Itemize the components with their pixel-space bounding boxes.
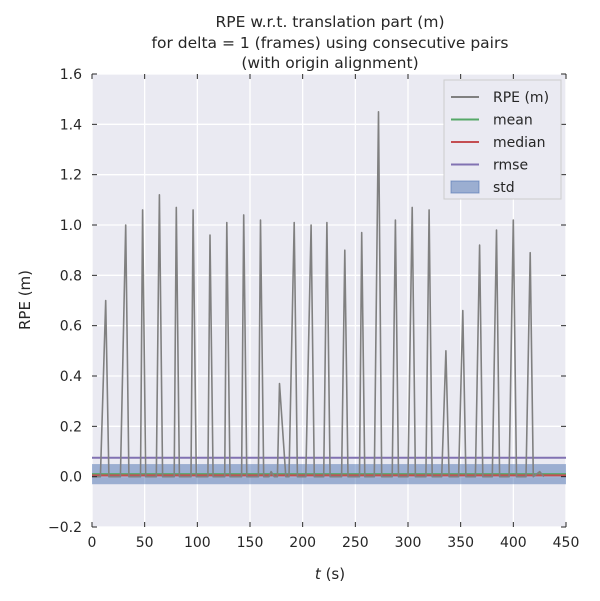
y-tick-label-5: 0.8	[60, 268, 82, 284]
y-tick-label-0: −0.2	[48, 520, 82, 536]
x-tick-label-8: 400	[500, 535, 527, 551]
x-tick-label-3: 150	[237, 535, 264, 551]
y-tick-label-9: 1.6	[60, 67, 82, 83]
y-tick-label-8: 1.4	[60, 117, 82, 133]
legend-items: RPE (m) mean median rmse std	[450, 90, 549, 196]
y-tick-label-2: 0.2	[60, 419, 82, 435]
legend: RPE (m) mean median rmse std	[443, 79, 562, 200]
y-tick-label-6: 1.0	[60, 218, 82, 234]
y-tick-label-4: 0.6	[60, 319, 82, 335]
chart-title-line-3: (with origin alignment)	[241, 54, 418, 72]
x-axis-label-unit: (s)	[321, 565, 345, 583]
rpe-series-layer	[92, 111, 545, 478]
legend-label-std: std	[493, 180, 515, 196]
x-tick-label-7: 350	[447, 535, 474, 551]
x-axis-label: t (s)	[315, 565, 345, 583]
y-tick-label-7: 1.2	[60, 168, 82, 184]
chart-title: RPE w.r.t. translation part (m) for delt…	[152, 13, 509, 72]
x-axis-label-symbol: t	[315, 565, 322, 583]
legend-label-mean: mean	[493, 113, 533, 129]
x-tick-label-1: 50	[136, 535, 154, 551]
y-tick-label-1: 0.0	[60, 470, 82, 486]
y-tick-label-3: 0.4	[60, 369, 82, 385]
legend-label-rmse: rmse	[493, 158, 528, 174]
stat-lines	[92, 456, 566, 477]
legend-swatch-std	[450, 180, 480, 194]
legend-label-median: median	[493, 135, 545, 151]
x-tick-label-6: 300	[395, 535, 422, 551]
legend-label-RPE (m): RPE (m)	[493, 90, 549, 106]
x-tick-label-0: 0	[88, 535, 97, 551]
x-tick-label-9: 450	[553, 535, 580, 551]
x-tick-label-5: 250	[342, 535, 369, 551]
rpe-line	[92, 111, 545, 478]
axis-ticks: 0 50 100 150 200 250 300 350 400 450 −0.2 0.0 0.2 0.4…	[48, 67, 579, 551]
x-tick-label-2: 100	[184, 535, 211, 551]
y-axis-label: RPE (m)	[16, 270, 34, 330]
chart-title-line-2: for delta = 1 (frames) using consecutive…	[152, 34, 509, 52]
legend-frame	[443, 79, 562, 200]
x-tick-label-4: 200	[289, 535, 316, 551]
chart-title-line-1: RPE w.r.t. translation part (m)	[215, 13, 444, 31]
